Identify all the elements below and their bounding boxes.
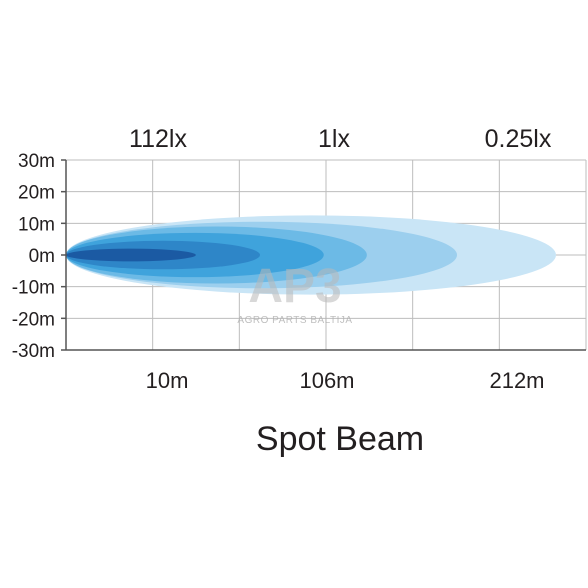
y-tick-label: -10m: [12, 278, 55, 299]
watermark-text: AGRO PARTS BALTIJA: [237, 315, 352, 326]
lux-label-112lx: 112lx: [129, 125, 187, 153]
y-axis-ticks: 30m 20m 10m 0m -10m -20m -30m: [12, 151, 55, 362]
chart-title: Spot Beam: [256, 420, 424, 458]
x-tick-212m: 212m: [489, 368, 544, 393]
chart-axes: [61, 159, 586, 351]
x-tick-10m: 10m: [146, 368, 189, 393]
x-tick-106m: 106m: [299, 368, 354, 393]
y-tick-label: 10m: [18, 214, 55, 235]
y-tick-label: 20m: [18, 183, 55, 204]
beam-zone-1: [66, 248, 196, 262]
watermark-logo: AP3: [248, 260, 341, 313]
y-tick-label: 0m: [29, 246, 55, 267]
lux-label-1lx: 1lx: [318, 125, 350, 153]
beam-zones: [66, 215, 556, 295]
lux-label-0.25lx: 0.25lx: [485, 125, 552, 153]
y-tick-label: -30m: [12, 341, 55, 362]
y-tick-label: -20m: [12, 309, 55, 330]
y-tick-label: 30m: [18, 151, 55, 172]
